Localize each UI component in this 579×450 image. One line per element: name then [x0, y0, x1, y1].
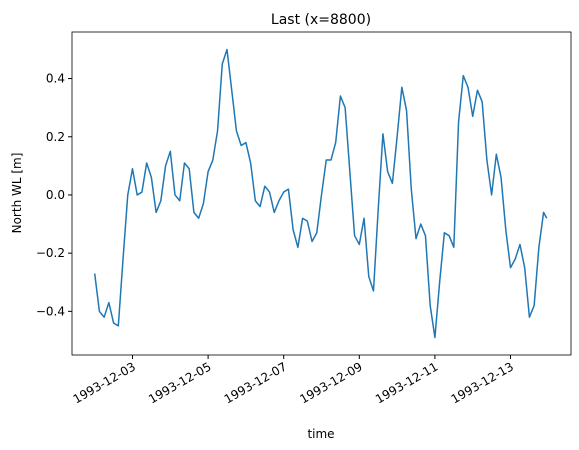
y-tick-label: 0.0: [46, 188, 65, 202]
chart-title: Last (x=8800): [271, 12, 371, 28]
x-tick-label: 1993-12-03: [71, 359, 138, 406]
x-axis-label: time: [307, 427, 334, 441]
x-tick-label: 1993-12-07: [222, 359, 289, 406]
x-tick-label: 1993-12-09: [297, 359, 364, 406]
plot-frame: [71, 31, 572, 356]
x-tick-label: 1993-12-05: [146, 359, 213, 406]
x-tick-label: 1993-12-11: [373, 359, 440, 406]
y-axis-label: North WL [m]: [10, 153, 24, 234]
y-tick-label: 0.4: [46, 72, 65, 86]
line: [93, 48, 548, 339]
x-tick-label: 1993-12-13: [449, 359, 516, 406]
y-tick-label: 0.2: [46, 130, 65, 144]
y-tick-label: −0.4: [36, 304, 65, 318]
y-tick-label: −0.2: [36, 246, 65, 260]
